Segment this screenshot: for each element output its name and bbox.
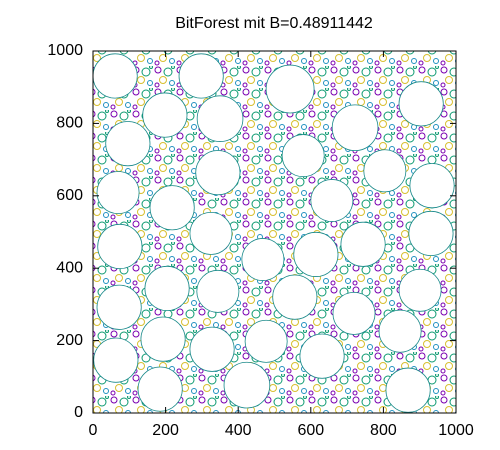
x-tick-label: 200 <box>152 422 179 439</box>
x-tick-label: 400 <box>225 422 252 439</box>
circle <box>97 223 143 270</box>
circle <box>281 134 325 178</box>
y-tick-label: 800 <box>56 115 83 132</box>
circle <box>310 179 354 222</box>
circle <box>244 319 288 363</box>
circle <box>93 337 139 383</box>
circle <box>265 64 315 114</box>
circle <box>293 231 339 277</box>
x-tick-label: 800 <box>370 422 397 439</box>
circle <box>223 361 271 409</box>
circle <box>272 274 318 320</box>
circle <box>195 150 241 196</box>
circle <box>398 268 442 312</box>
x-tick-label: 0 <box>89 422 98 439</box>
circle <box>299 333 345 379</box>
circle <box>92 53 138 99</box>
x-tick-label: 600 <box>297 422 324 439</box>
x-tick-label: 1000 <box>438 422 474 439</box>
circle <box>398 81 444 127</box>
circle <box>140 316 186 362</box>
circle <box>189 211 233 255</box>
circle <box>363 149 407 193</box>
circle <box>189 326 235 372</box>
circle <box>196 269 240 313</box>
circle <box>96 284 142 330</box>
plot-frame <box>92 50 457 414</box>
circle <box>178 53 224 99</box>
chart-title: BitForest mit B=0.48911442 <box>175 15 373 32</box>
y-tick-label: 600 <box>56 187 83 204</box>
y-tick-label: 200 <box>56 332 83 349</box>
circle <box>196 95 244 142</box>
circle <box>331 104 379 152</box>
y-tick-label: 400 <box>56 259 83 276</box>
circle <box>142 92 188 138</box>
circle <box>149 185 195 231</box>
y-tick-label: 0 <box>74 404 83 421</box>
circle <box>241 238 285 281</box>
circle <box>409 163 455 209</box>
circle <box>378 309 422 353</box>
circle <box>332 291 376 335</box>
circle <box>105 121 151 167</box>
circle <box>385 367 431 413</box>
y-tick-label: 1000 <box>47 42 83 59</box>
circle <box>340 221 386 267</box>
circle <box>144 265 190 312</box>
circle <box>408 210 454 256</box>
circle <box>137 366 183 412</box>
circle <box>96 171 140 214</box>
